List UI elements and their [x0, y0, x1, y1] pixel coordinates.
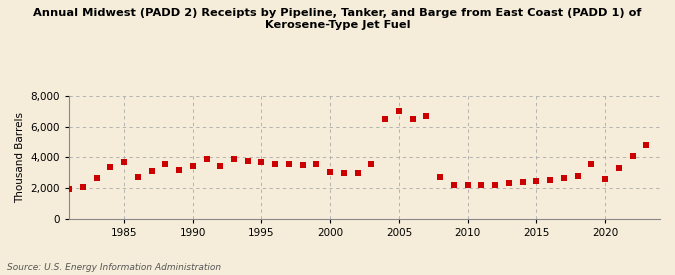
Point [435, 175, 446, 179]
Point [352, 171, 363, 175]
Point [476, 183, 487, 187]
Point [63, 187, 74, 191]
Point [105, 164, 115, 169]
Point [270, 161, 281, 166]
Point [284, 162, 294, 167]
Point [380, 117, 391, 121]
Point [627, 154, 638, 158]
Point [91, 176, 102, 180]
Point [311, 161, 322, 166]
Point [242, 159, 253, 164]
Point [215, 164, 225, 168]
Point [339, 171, 350, 175]
Point [614, 166, 624, 170]
Point [448, 183, 459, 187]
Y-axis label: Thousand Barrels: Thousand Barrels [15, 112, 25, 203]
Point [558, 176, 569, 180]
Point [78, 185, 88, 189]
Point [173, 167, 184, 172]
Point [504, 181, 514, 185]
Point [160, 161, 171, 166]
Point [545, 178, 556, 182]
Point [256, 160, 267, 164]
Point [188, 164, 198, 168]
Point [586, 161, 597, 166]
Point [325, 170, 335, 174]
Point [407, 117, 418, 121]
Point [132, 175, 143, 180]
Point [146, 168, 157, 173]
Point [421, 114, 432, 118]
Point [641, 143, 651, 147]
Point [599, 177, 610, 181]
Point [572, 174, 583, 178]
Point [366, 161, 377, 166]
Point [297, 163, 308, 167]
Point [489, 183, 500, 187]
Point [517, 180, 528, 184]
Point [531, 179, 542, 183]
Text: Source: U.S. Energy Information Administration: Source: U.S. Energy Information Administ… [7, 263, 221, 272]
Point [201, 157, 212, 161]
Point [119, 160, 130, 164]
Point [229, 157, 240, 161]
Text: Annual Midwest (PADD 2) Receipts by Pipeline, Tanker, and Barge from East Coast : Annual Midwest (PADD 2) Receipts by Pipe… [33, 8, 642, 30]
Point [462, 183, 473, 187]
Point [394, 108, 404, 113]
